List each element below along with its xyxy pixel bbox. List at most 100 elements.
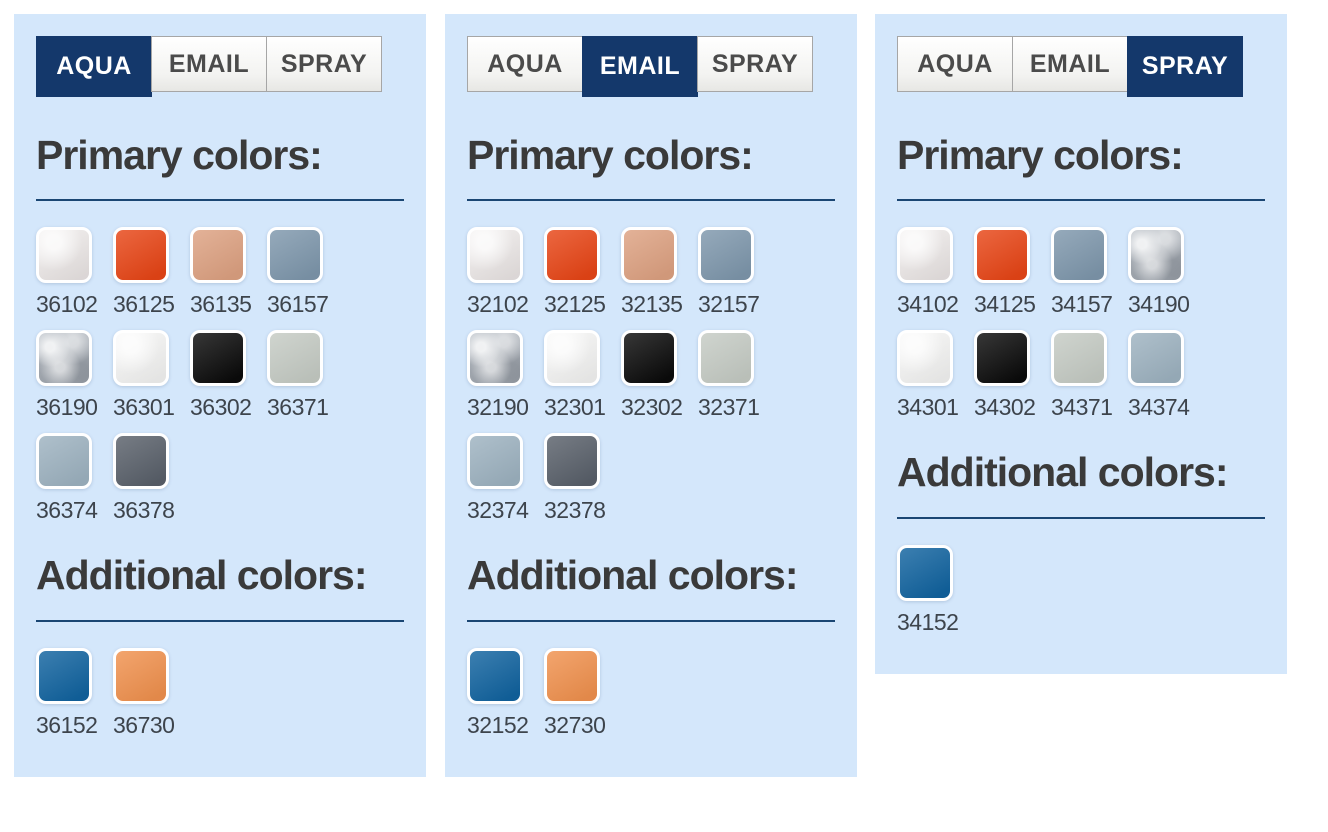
tab-spray[interactable]: SPRAY xyxy=(1127,36,1243,97)
swatch-item: 36102 xyxy=(36,227,113,318)
tab-spray[interactable]: SPRAY xyxy=(266,36,382,92)
color-swatch-32157[interactable] xyxy=(698,227,754,284)
swatch-item: 36135 xyxy=(190,227,267,318)
color-swatch-34190[interactable] xyxy=(1128,227,1184,284)
swatch-code: 34157 xyxy=(1051,291,1113,318)
color-swatch-32374[interactable] xyxy=(467,433,523,490)
color-swatch-32102[interactable] xyxy=(467,227,523,284)
color-swatch-36102[interactable] xyxy=(36,227,92,284)
color-swatch-32378[interactable] xyxy=(544,433,600,490)
swatch-code: 34301 xyxy=(897,394,959,421)
swatch-item: 34102 xyxy=(897,227,974,318)
swatch-code: 36730 xyxy=(113,711,175,738)
swatch-item: 34152 xyxy=(897,544,974,636)
swatch-item: 36190 xyxy=(36,330,113,421)
swatch-item: 32730 xyxy=(544,647,621,739)
swatch-item: 36371 xyxy=(267,330,344,421)
swatch-item: 32371 xyxy=(698,330,775,421)
swatch-code: 34374 xyxy=(1128,394,1190,421)
color-swatch-34371[interactable] xyxy=(1051,330,1107,387)
swatch-code: 34152 xyxy=(897,608,959,635)
color-swatch-34374[interactable] xyxy=(1128,330,1184,387)
additional-colors-swatch-grid: 32152 32730 xyxy=(467,647,835,751)
color-swatch-32730[interactable] xyxy=(544,647,600,704)
swatch-code: 36378 xyxy=(113,497,175,524)
swatch-item: 32157 xyxy=(698,227,775,318)
tab-email[interactable]: EMAIL xyxy=(1012,36,1128,92)
swatch-item: 36301 xyxy=(113,330,190,421)
swatch-code: 32730 xyxy=(544,711,606,738)
color-swatch-36190[interactable] xyxy=(36,330,92,387)
additional-colors-heading: Additional colors: xyxy=(467,552,799,599)
swatch-item: 36378 xyxy=(113,433,190,524)
color-swatch-34157[interactable] xyxy=(1051,227,1107,284)
color-swatch-36135[interactable] xyxy=(190,227,246,284)
color-panel-email: AQUA EMAIL SPRAY Primary colors: 32102 32125 3… xyxy=(445,14,857,777)
primary-colors-heading: Primary colors: xyxy=(467,132,754,178)
color-swatch-36378[interactable] xyxy=(113,433,169,490)
color-swatch-32152[interactable] xyxy=(467,647,523,704)
swatch-item: 32125 xyxy=(544,227,621,318)
tab-aqua[interactable]: AQUA xyxy=(36,36,152,97)
tab-spray[interactable]: SPRAY xyxy=(697,36,813,92)
tab-aqua[interactable]: AQUA xyxy=(467,36,583,92)
color-panel-aqua: AQUA EMAIL SPRAY Primary colors: 36102 36125 3… xyxy=(14,14,426,777)
additional-colors-heading: Additional colors: xyxy=(897,449,1229,496)
color-swatch-32135[interactable] xyxy=(621,227,677,284)
color-swatch-34302[interactable] xyxy=(974,330,1030,387)
additional-colors-swatch-grid: 36152 36730 xyxy=(36,647,404,751)
section-divider xyxy=(36,619,404,622)
color-swatch-36152[interactable] xyxy=(36,647,92,704)
swatch-item: 32190 xyxy=(467,330,544,421)
section-divider xyxy=(467,199,835,202)
color-swatch-36125[interactable] xyxy=(113,227,169,284)
swatch-item: 32302 xyxy=(621,330,698,421)
swatch-code: 36302 xyxy=(190,394,252,421)
color-swatch-32190[interactable] xyxy=(467,330,523,387)
primary-colors-heading: Primary colors: xyxy=(897,132,1184,178)
swatch-item: 32374 xyxy=(467,433,544,524)
tab-email[interactable]: EMAIL xyxy=(151,36,267,92)
color-swatch-34301[interactable] xyxy=(897,330,953,387)
swatch-code: 34302 xyxy=(974,394,1036,421)
swatch-code: 36102 xyxy=(36,291,98,318)
color-swatch-36374[interactable] xyxy=(36,433,92,490)
swatch-item: 34374 xyxy=(1128,330,1205,421)
color-swatch-34152[interactable] xyxy=(897,544,953,601)
color-swatch-32371[interactable] xyxy=(698,330,754,387)
tab-aqua[interactable]: AQUA xyxy=(897,36,1013,92)
swatch-code: 32152 xyxy=(467,711,529,738)
swatch-item: 34125 xyxy=(974,227,1051,318)
primary-colors-swatch-grid: 34102 34125 34157 34190 34301 34302 34371 34374 xyxy=(897,227,1265,433)
color-swatch-36302[interactable] xyxy=(190,330,246,387)
swatch-code: 36125 xyxy=(113,291,175,318)
swatch-code: 32102 xyxy=(467,291,529,318)
tab-bar: AQUA EMAIL SPRAY xyxy=(36,36,404,98)
color-swatch-32301[interactable] xyxy=(544,330,600,387)
color-swatch-36730[interactable] xyxy=(113,647,169,704)
tab-bar: AQUA EMAIL SPRAY xyxy=(467,36,835,98)
primary-colors-swatch-grid: 36102 36125 36135 36157 36190 36301 36302 36371… xyxy=(36,227,404,536)
swatch-code: 34190 xyxy=(1128,291,1190,318)
section-divider xyxy=(467,619,835,622)
primary-colors-heading: Primary colors: xyxy=(36,132,323,178)
color-swatch-34125[interactable] xyxy=(974,227,1030,284)
color-swatch-32302[interactable] xyxy=(621,330,677,387)
swatch-code: 32374 xyxy=(467,497,529,524)
color-swatch-36301[interactable] xyxy=(113,330,169,387)
swatch-item: 32135 xyxy=(621,227,698,318)
swatch-item: 34190 xyxy=(1128,227,1205,318)
swatch-code: 36374 xyxy=(36,497,98,524)
swatch-item: 36374 xyxy=(36,433,113,524)
swatch-code: 32378 xyxy=(544,497,606,524)
swatch-code: 36152 xyxy=(36,711,98,738)
swatch-code: 32157 xyxy=(698,291,760,318)
color-swatch-36371[interactable] xyxy=(267,330,323,387)
section-divider xyxy=(897,199,1265,202)
swatch-item: 32102 xyxy=(467,227,544,318)
swatch-code: 36190 xyxy=(36,394,98,421)
tab-email[interactable]: EMAIL xyxy=(582,36,698,97)
color-swatch-34102[interactable] xyxy=(897,227,953,284)
color-swatch-36157[interactable] xyxy=(267,227,323,284)
color-swatch-32125[interactable] xyxy=(544,227,600,284)
